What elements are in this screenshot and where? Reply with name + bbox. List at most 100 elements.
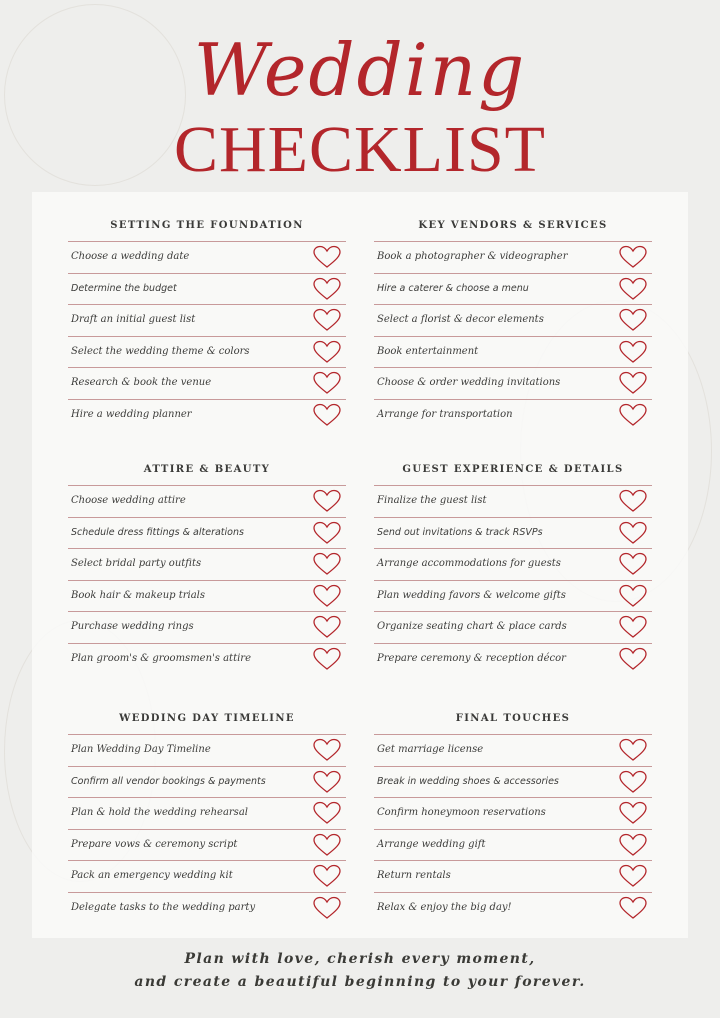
heart-checkbox-icon[interactable]: [618, 896, 648, 920]
heart-checkbox-icon[interactable]: [312, 615, 342, 639]
footer-quote: Plan with love, cherish every moment, an…: [0, 948, 720, 994]
heart-checkbox-icon[interactable]: [618, 833, 648, 857]
checklist-section: SETTING THE FOUNDATION Choose a wedding d…: [68, 211, 346, 430]
checklist-item-label: Arrange accommodations for guests: [377, 558, 561, 570]
checklist-item[interactable]: Determine the budget: [68, 272, 346, 305]
heart-checkbox-icon[interactable]: [312, 647, 342, 671]
heart-checkbox-icon[interactable]: [312, 552, 342, 576]
heart-checkbox-icon[interactable]: [618, 615, 648, 639]
checklist-item-label: Organize seating chart & place cards: [377, 621, 567, 633]
heart-checkbox-icon[interactable]: [618, 277, 648, 301]
checklist-item[interactable]: Choose a wedding date: [68, 241, 346, 273]
checklist-item[interactable]: Delegate tasks to the wedding party: [68, 891, 346, 924]
heart-checkbox-icon[interactable]: [312, 340, 342, 364]
checklist-item[interactable]: Draft an initial guest list: [68, 304, 346, 336]
heart-checkbox-icon[interactable]: [312, 277, 342, 301]
checklist-item[interactable]: Book entertainment: [374, 335, 652, 368]
heart-checkbox-icon[interactable]: [312, 738, 342, 762]
checklist-item-label: Pack an emergency wedding kit: [71, 870, 233, 882]
heart-checkbox-icon[interactable]: [312, 896, 342, 920]
checklist-item[interactable]: Select bridal party outfits: [68, 548, 346, 580]
checklist-item-label: Select a florist & decor elements: [377, 314, 544, 326]
checklist-item[interactable]: Confirm honeymoon reservations: [374, 797, 652, 829]
heart-checkbox-icon[interactable]: [618, 403, 648, 427]
checklist-item[interactable]: Prepare ceremony & reception décor: [374, 642, 652, 675]
checklist-item-label: Get marriage license: [377, 744, 484, 756]
heart-checkbox-icon[interactable]: [312, 489, 342, 513]
checklist-item[interactable]: Pack an emergency wedding kit: [68, 860, 346, 892]
section-title: FINAL TOUCHES: [455, 713, 571, 724]
script-title: Wedding: [193, 28, 527, 112]
heart-checkbox-icon[interactable]: [618, 801, 648, 825]
checklist-item-label: Purchase wedding rings: [71, 621, 194, 633]
heart-checkbox-icon[interactable]: [312, 245, 342, 269]
checklist-section: FINAL TOUCHES Get marriage license Break i…: [374, 704, 652, 923]
checklist-item[interactable]: Arrange for transportation: [374, 398, 652, 431]
checklist-section: KEY VENDORS & SERVICES Book a photographe…: [374, 211, 652, 430]
checklist-item[interactable]: Finalize the guest list: [374, 485, 652, 517]
heart-checkbox-icon[interactable]: [312, 521, 342, 545]
checklist-item[interactable]: Book hair & makeup trials: [68, 579, 346, 612]
checklist-item[interactable]: Choose wedding attire: [68, 485, 346, 517]
checklist-item[interactable]: Break in wedding shoes & accessories: [374, 765, 652, 798]
checklist-item[interactable]: Send out invitations & track RSVPs: [374, 516, 652, 549]
checklist-item-label: Arrange wedding gift: [377, 838, 486, 850]
checklist-item[interactable]: Arrange accommodations for guests: [374, 548, 652, 580]
checklist-item[interactable]: Plan wedding favors & welcome gifts: [374, 579, 652, 612]
footer-line-2: and create a beautiful beginning to your…: [134, 974, 586, 990]
checklist-item[interactable]: Purchase wedding rings: [68, 611, 346, 643]
checklist-item[interactable]: Arrange wedding gift: [374, 828, 652, 861]
heart-checkbox-icon[interactable]: [312, 371, 342, 395]
checklist-item[interactable]: Schedule dress fittings & alterations: [68, 516, 346, 549]
heart-checkbox-icon[interactable]: [618, 552, 648, 576]
checklist-item[interactable]: Relax & enjoy the big day!: [374, 891, 652, 924]
checklist-item-label: Book a photographer & videographer: [377, 251, 568, 263]
section-title: GUEST EXPERIENCE & DETAILS: [402, 464, 624, 475]
section-title: SETTING THE FOUNDATION: [110, 220, 304, 231]
heart-checkbox-icon[interactable]: [618, 584, 648, 608]
heart-checkbox-icon[interactable]: [312, 584, 342, 608]
checklist-item[interactable]: Plan & hold the wedding rehearsal: [68, 797, 346, 829]
heart-checkbox-icon[interactable]: [618, 864, 648, 888]
heart-checkbox-icon[interactable]: [312, 833, 342, 857]
checklist-item-label: Return rentals: [377, 870, 451, 882]
checklist-item-label: Select bridal party outfits: [71, 558, 202, 570]
checklist-item-label: Hire a caterer & choose a menu: [377, 282, 529, 294]
checklist-item[interactable]: Confirm all vendor bookings & payments: [68, 765, 346, 798]
checklist-item[interactable]: Hire a caterer & choose a menu: [374, 272, 652, 305]
checklist-item[interactable]: Plan Wedding Day Timeline: [68, 734, 346, 766]
heart-checkbox-icon[interactable]: [618, 770, 648, 794]
heart-checkbox-icon[interactable]: [618, 245, 648, 269]
section-title: KEY VENDORS & SERVICES: [418, 220, 608, 231]
heart-checkbox-icon[interactable]: [618, 647, 648, 671]
checklist-panel: [32, 192, 688, 938]
heart-checkbox-icon[interactable]: [312, 864, 342, 888]
checklist-item[interactable]: Prepare vows & ceremony script: [68, 828, 346, 861]
checklist-item-label: Relax & enjoy the big day!: [377, 901, 512, 913]
heart-checkbox-icon[interactable]: [618, 371, 648, 395]
heart-checkbox-icon[interactable]: [312, 801, 342, 825]
heart-checkbox-icon[interactable]: [312, 403, 342, 427]
heart-checkbox-icon[interactable]: [618, 521, 648, 545]
checklist-item[interactable]: Organize seating chart & place cards: [374, 611, 652, 643]
heart-checkbox-icon[interactable]: [618, 308, 648, 332]
checklist-item-label: Book entertainment: [377, 345, 479, 357]
heart-checkbox-icon[interactable]: [312, 770, 342, 794]
checklist-section: WEDDING DAY TIMELINE Plan Wedding Day Tim…: [68, 704, 346, 923]
checklist-item[interactable]: Research & book the venue: [68, 367, 346, 399]
heart-checkbox-icon[interactable]: [618, 738, 648, 762]
checklist-item[interactable]: Choose & order wedding invitations: [374, 367, 652, 399]
checklist-item[interactable]: Select the wedding theme & colors: [68, 335, 346, 368]
checklist-item-label: Choose wedding attire: [71, 495, 186, 507]
checklist-item[interactable]: Get marriage license: [374, 734, 652, 766]
checklist-section: ATTIRE & BEAUTY Choose wedding attire Sche…: [68, 455, 346, 674]
checklist-item[interactable]: Return rentals: [374, 860, 652, 892]
heart-checkbox-icon[interactable]: [312, 308, 342, 332]
checklist-item[interactable]: Select a florist & decor elements: [374, 304, 652, 336]
checklist-item-label: Research & book the venue: [71, 377, 212, 389]
checklist-item[interactable]: Hire a wedding planner: [68, 398, 346, 431]
checklist-item[interactable]: Book a photographer & videographer: [374, 241, 652, 273]
heart-checkbox-icon[interactable]: [618, 340, 648, 364]
heart-checkbox-icon[interactable]: [618, 489, 648, 513]
checklist-item[interactable]: Plan groom's & groomsmen's attire: [68, 642, 346, 675]
